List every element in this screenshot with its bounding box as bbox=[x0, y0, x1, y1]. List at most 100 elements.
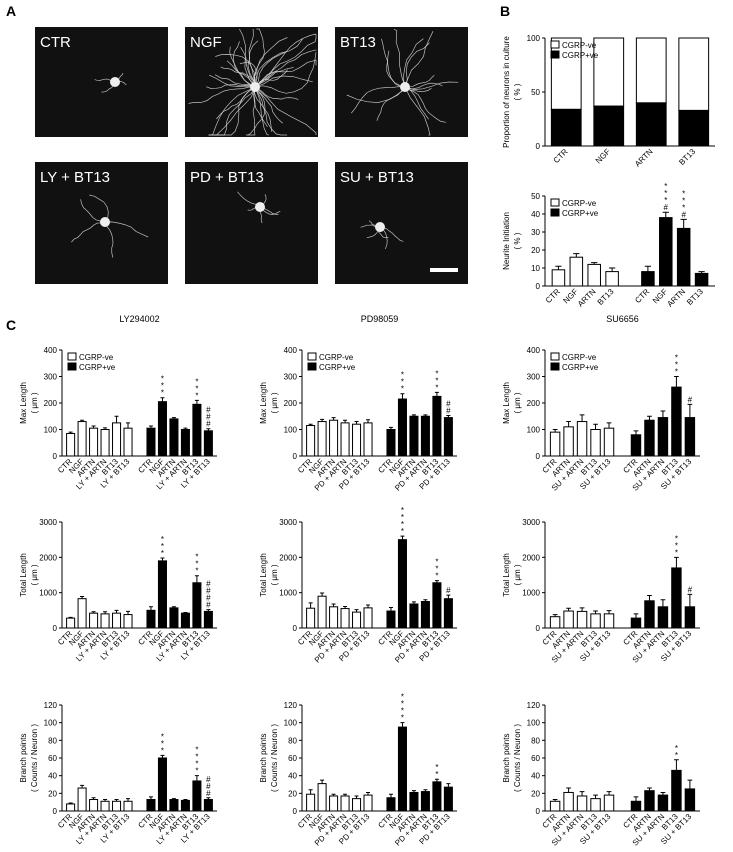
bar-segment bbox=[593, 105, 625, 147]
y-tick-label: 100 bbox=[527, 426, 541, 435]
significance: #### bbox=[204, 580, 213, 608]
y-axis-label: Branch points bbox=[259, 734, 268, 783]
error-bar bbox=[606, 610, 612, 614]
y-tick-label: 400 bbox=[527, 346, 541, 355]
bar-segment bbox=[678, 37, 710, 111]
error-bar bbox=[423, 599, 428, 602]
bar bbox=[432, 395, 442, 457]
bar bbox=[409, 791, 419, 812]
error-bar bbox=[91, 797, 96, 800]
legend-label: CGRP+ve bbox=[319, 363, 356, 372]
neurite bbox=[402, 38, 424, 88]
bar bbox=[657, 794, 669, 812]
neurite bbox=[253, 86, 268, 127]
bar bbox=[363, 794, 373, 812]
y-tick-label: 100 bbox=[527, 34, 541, 43]
bar bbox=[89, 612, 99, 629]
bar bbox=[89, 799, 99, 812]
bar bbox=[112, 612, 122, 629]
y-tick-label: 200 bbox=[527, 399, 541, 408]
legend-swatch bbox=[550, 208, 560, 217]
bar bbox=[317, 595, 327, 629]
y-axis-label: ( Counts / Neuron ) bbox=[270, 724, 279, 792]
bar bbox=[644, 419, 655, 457]
y-tick-label: 100 bbox=[527, 719, 541, 728]
image-label: PD + BT13 bbox=[190, 169, 264, 186]
bar bbox=[576, 610, 588, 629]
y-tick-label: 40 bbox=[48, 772, 57, 781]
bar bbox=[576, 795, 588, 812]
bar bbox=[352, 611, 362, 629]
y-tick-label: 0 bbox=[53, 807, 58, 816]
error-bar bbox=[80, 419, 85, 422]
bar bbox=[169, 607, 179, 629]
bar bbox=[123, 427, 133, 457]
y-tick-label: 40 bbox=[531, 210, 540, 219]
bar bbox=[100, 613, 110, 629]
bar bbox=[644, 600, 655, 629]
bar bbox=[659, 217, 673, 287]
bar-segment bbox=[593, 37, 625, 107]
error-bar bbox=[343, 605, 348, 609]
y-axis-label: ( μm ) bbox=[30, 392, 39, 413]
chart-title: LY294002 bbox=[119, 314, 159, 324]
y-tick-label: 30 bbox=[531, 228, 540, 237]
y-tick-label: 40 bbox=[288, 772, 297, 781]
y-tick-label: 60 bbox=[531, 754, 540, 763]
error-bar bbox=[148, 606, 153, 611]
panel-label: A bbox=[6, 3, 16, 19]
x-tick-label: BT13 bbox=[685, 287, 705, 307]
error-bar bbox=[194, 575, 199, 583]
bar bbox=[340, 422, 350, 457]
y-axis-label: ( μm ) bbox=[30, 564, 39, 585]
bar-segment bbox=[635, 102, 667, 147]
panel-label: B bbox=[500, 3, 510, 19]
y-tick-label: 1000 bbox=[279, 589, 297, 598]
x-tick-label: ARTN bbox=[665, 287, 687, 309]
bar bbox=[409, 603, 419, 629]
bar bbox=[443, 417, 453, 457]
neurite bbox=[393, 28, 406, 88]
error-bar bbox=[687, 779, 693, 789]
neurite bbox=[254, 69, 288, 88]
bar bbox=[112, 422, 122, 457]
error-bar bbox=[687, 593, 693, 607]
bar bbox=[146, 799, 156, 812]
error-bar bbox=[366, 419, 371, 423]
bar bbox=[386, 429, 396, 457]
y-tick-label: 1000 bbox=[39, 589, 57, 598]
significance: *** bbox=[432, 369, 441, 390]
x-tick-label: ARTN bbox=[633, 147, 655, 169]
bar bbox=[603, 794, 615, 812]
legend-swatch bbox=[67, 352, 77, 361]
neurite bbox=[254, 86, 273, 132]
bar bbox=[641, 271, 655, 287]
bar bbox=[443, 786, 453, 812]
bar bbox=[66, 432, 76, 457]
y-tick-label: 100 bbox=[284, 719, 298, 728]
bar-segment bbox=[678, 109, 710, 147]
bar bbox=[363, 422, 373, 457]
significance: # bbox=[685, 395, 694, 402]
neurite bbox=[404, 31, 434, 88]
bar bbox=[112, 800, 122, 812]
x-tick-label: BT13 bbox=[677, 147, 697, 167]
y-tick-label: 3000 bbox=[279, 518, 297, 527]
bar bbox=[192, 403, 202, 457]
bar bbox=[684, 606, 696, 629]
significance: ## bbox=[444, 399, 453, 413]
bar bbox=[169, 799, 179, 812]
significance: ** bbox=[672, 744, 681, 758]
error-bar bbox=[206, 797, 211, 800]
neurite bbox=[351, 86, 406, 114]
error-bar bbox=[103, 611, 108, 614]
neurite bbox=[404, 86, 446, 123]
y-tick-label: 3000 bbox=[39, 518, 57, 527]
error-bar bbox=[114, 415, 119, 423]
bar bbox=[180, 612, 190, 629]
soma bbox=[110, 77, 120, 87]
y-axis-label: Max Length bbox=[19, 382, 28, 424]
bar bbox=[576, 421, 588, 457]
bar bbox=[386, 797, 396, 812]
significance: *** bbox=[192, 553, 201, 574]
